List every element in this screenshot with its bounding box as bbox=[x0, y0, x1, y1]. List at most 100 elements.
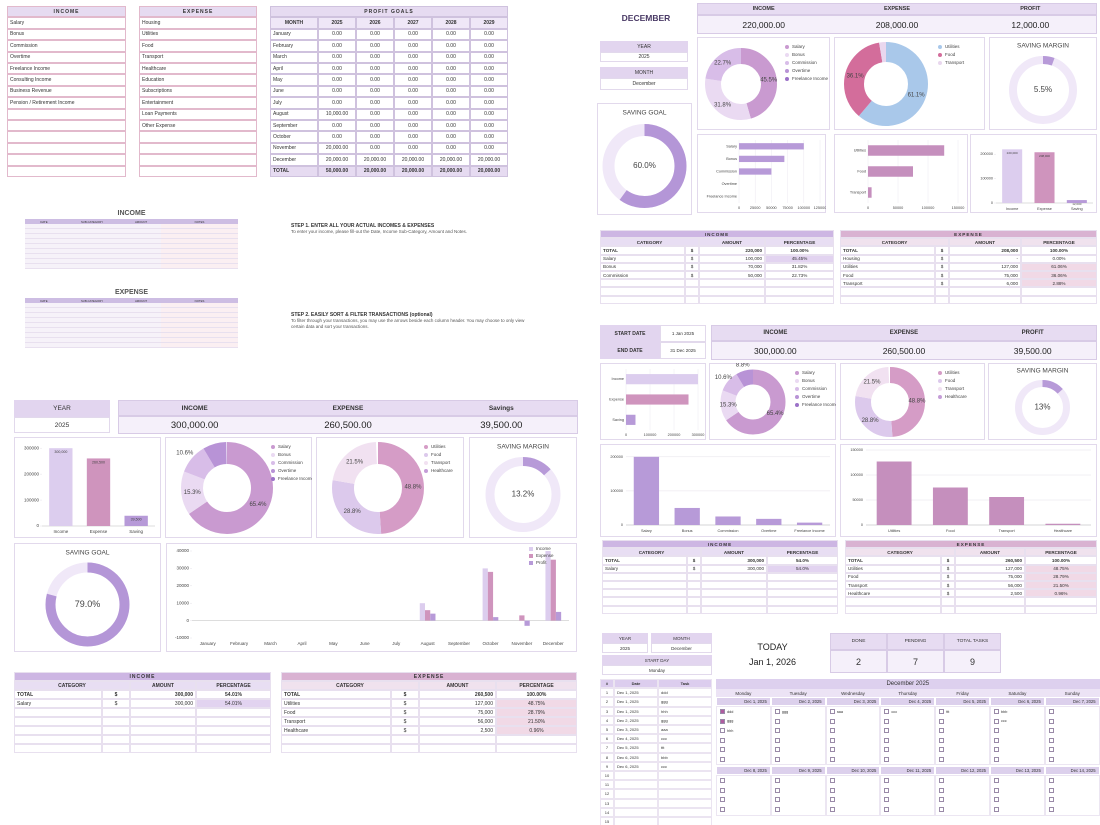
step-title: STEP 2. EASILY SORT & FILTER TRANSACTION… bbox=[291, 311, 433, 318]
chart: 45.5% 31.8% 22.7% Salary Bonus Commission Over… bbox=[705, 44, 829, 120]
table-cell: April bbox=[270, 63, 318, 75]
table-cell: 20,000.00 bbox=[356, 154, 394, 166]
table-cell: 45.45% bbox=[765, 254, 834, 263]
table-cell bbox=[161, 318, 238, 323]
table-cell: TOTAL bbox=[600, 246, 685, 255]
checkbox bbox=[774, 709, 780, 714]
table-cell bbox=[658, 771, 712, 781]
table-cell bbox=[845, 597, 941, 606]
donut-segment bbox=[181, 442, 273, 534]
bar bbox=[739, 143, 804, 150]
table-cell: Bonus bbox=[7, 28, 126, 41]
chart: 0 100000 200000 300000 300,000 260,500 39,500 I… bbox=[24, 445, 155, 534]
kpi-value: 260,500.00 bbox=[324, 419, 372, 431]
table-cell: 2,500 bbox=[955, 589, 1025, 598]
table-cell: 20,000.00 bbox=[356, 165, 394, 177]
table-cell bbox=[701, 589, 767, 598]
legend-label: Salary bbox=[278, 444, 292, 449]
checkbox bbox=[884, 797, 890, 802]
table-cell bbox=[614, 789, 658, 799]
table-cell bbox=[196, 708, 271, 717]
table-cell bbox=[955, 597, 1025, 606]
table-cell bbox=[102, 726, 130, 735]
table-cell bbox=[25, 244, 63, 249]
legend-label: Overtime bbox=[792, 68, 811, 73]
legend-label: Commission bbox=[802, 386, 827, 391]
day-cell bbox=[716, 706, 771, 765]
chart: SAVING GOAL 60.0% bbox=[602, 110, 687, 208]
x-tick-label: June bbox=[360, 641, 370, 646]
table-cell: $ bbox=[687, 564, 701, 573]
checkbox bbox=[829, 728, 835, 733]
table-cell bbox=[25, 333, 63, 338]
table-cell bbox=[602, 597, 687, 606]
y-tick-label: 100000 bbox=[610, 489, 623, 493]
table-cell bbox=[25, 338, 63, 343]
table-cell: 20,000.00 bbox=[432, 165, 470, 177]
weekday: Wednesday bbox=[825, 689, 881, 697]
table-cell bbox=[765, 287, 834, 296]
data-label: 31.8% bbox=[714, 103, 732, 109]
table-cell: $ bbox=[935, 246, 949, 255]
table-cell: 10 bbox=[600, 771, 614, 781]
day-date: Dec 5, 2025 bbox=[935, 697, 990, 706]
x-tick-label: January bbox=[200, 641, 217, 646]
table-cell: 4 bbox=[600, 715, 614, 725]
column-header: PERCENTAGE bbox=[1021, 238, 1097, 247]
data-label: 8.8% bbox=[736, 363, 750, 368]
kpi-label: INCOME bbox=[752, 6, 775, 12]
table-cell: $ bbox=[391, 708, 419, 717]
table-cell bbox=[955, 605, 1025, 614]
table-cell bbox=[1025, 597, 1097, 606]
table-cell: 20,000.00 bbox=[432, 154, 470, 166]
table-cell bbox=[161, 303, 238, 308]
y-tick-label: Utilities bbox=[854, 149, 866, 153]
table-cell bbox=[14, 717, 102, 726]
legend-swatch bbox=[938, 379, 942, 383]
table-cell: 127,000 bbox=[419, 699, 496, 708]
table-cell: 0.00 bbox=[318, 120, 356, 132]
day-cell bbox=[880, 706, 936, 765]
column-header: AMOUNT bbox=[955, 548, 1025, 557]
table-cell: Consulting Income bbox=[7, 74, 126, 86]
checkbox bbox=[720, 787, 725, 793]
table-cell: 22.73% bbox=[765, 271, 834, 280]
table-cell: 0.00 bbox=[318, 40, 356, 52]
legend-swatch bbox=[271, 469, 275, 473]
legend-label: Expense bbox=[536, 553, 554, 558]
table-cell bbox=[63, 308, 121, 313]
column-header: AMOUNT bbox=[419, 681, 496, 690]
legend-label: Utilities bbox=[945, 370, 960, 375]
table-cell: 0.96% bbox=[496, 726, 577, 735]
table-cell bbox=[63, 343, 121, 348]
column-header: AMOUNT bbox=[701, 548, 767, 557]
field-label: END DATE bbox=[600, 342, 660, 359]
table-cell bbox=[63, 234, 121, 239]
table-cell bbox=[25, 308, 63, 313]
table-cell: TOTAL bbox=[845, 556, 941, 565]
x-tick-label: 125000 bbox=[814, 206, 826, 210]
data-label: 48.8% bbox=[404, 484, 422, 490]
legend-swatch bbox=[424, 453, 428, 457]
table-cell bbox=[614, 780, 658, 790]
checkbox bbox=[1048, 787, 1054, 793]
checkbox bbox=[939, 718, 945, 724]
table-cell: 48.75% bbox=[496, 699, 577, 708]
table-cell bbox=[63, 224, 121, 229]
y-tick-label: Commission bbox=[716, 170, 737, 174]
table-cell bbox=[161, 254, 238, 259]
table-cell: $ bbox=[685, 262, 699, 271]
table-cell bbox=[102, 735, 130, 744]
kpi-value-bg bbox=[697, 15, 1097, 34]
legend-label: Bonus bbox=[802, 378, 816, 383]
table-cell bbox=[121, 323, 161, 328]
x-tick-label: Income bbox=[1006, 207, 1018, 211]
legend-swatch bbox=[795, 403, 799, 407]
gauge-label: 13% bbox=[1034, 403, 1050, 412]
chart: -10000 0 10000 20000 30000 40000 January Februa… bbox=[175, 546, 569, 646]
kpi-value-bg bbox=[118, 416, 578, 434]
column-header: PERCENTAGE bbox=[1025, 548, 1097, 557]
field-value: 2025 bbox=[14, 417, 110, 433]
day-cell bbox=[770, 775, 826, 816]
checkbox bbox=[829, 778, 835, 783]
